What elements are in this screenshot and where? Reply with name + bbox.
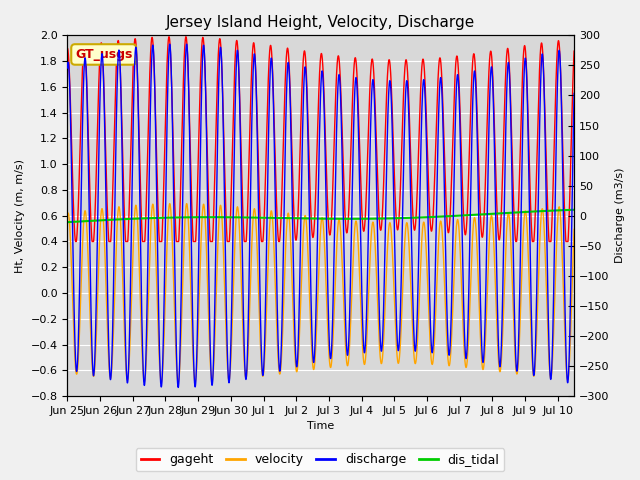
Legend: gageht, velocity, discharge, dis_tidal: gageht, velocity, discharge, dis_tidal [136, 448, 504, 471]
Text: GT_usgs: GT_usgs [75, 48, 132, 61]
Title: Jersey Island Height, Velocity, Discharge: Jersey Island Height, Velocity, Discharg… [166, 15, 476, 30]
Y-axis label: Ht, Velocity (m, m/s): Ht, Velocity (m, m/s) [15, 159, 25, 273]
X-axis label: Time: Time [307, 421, 334, 432]
Y-axis label: Discharge (m3/s): Discharge (m3/s) [615, 168, 625, 264]
